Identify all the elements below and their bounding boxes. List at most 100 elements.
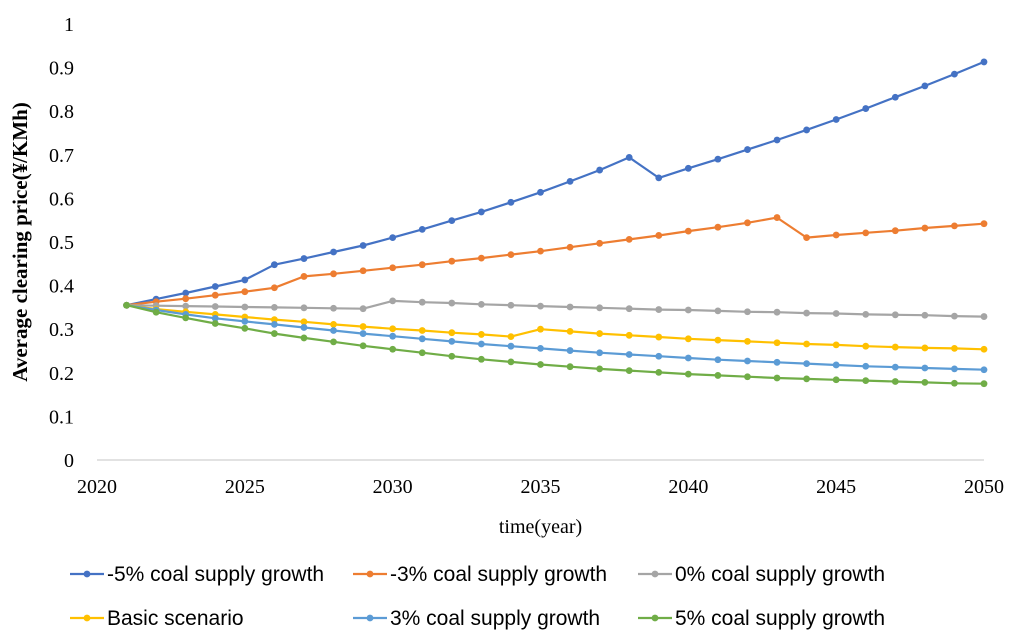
data-point bbox=[211, 314, 219, 322]
y-tick-label: 0.3 bbox=[49, 319, 74, 341]
data-point bbox=[477, 355, 485, 363]
data-point bbox=[566, 363, 574, 371]
y-axis-ticks: 0 0.1 0.2 0.3 0.4 0.5 0.6 0.7 0.8 0.9 1 bbox=[49, 14, 74, 472]
legend-item: 5% coal supply growth bbox=[638, 607, 885, 630]
data-point bbox=[389, 332, 397, 340]
data-point bbox=[773, 339, 781, 347]
series-line bbox=[126, 216, 985, 307]
data-point bbox=[921, 311, 929, 319]
data-point bbox=[418, 298, 426, 306]
data-point bbox=[389, 234, 397, 242]
data-point bbox=[714, 307, 722, 315]
data-point bbox=[182, 295, 190, 303]
legend-item: -3% coal supply growth bbox=[353, 563, 607, 586]
data-point bbox=[389, 297, 397, 305]
legend-swatch-marker bbox=[651, 570, 659, 578]
data-point bbox=[448, 352, 456, 360]
data-point bbox=[389, 345, 397, 353]
data-point bbox=[684, 164, 692, 172]
data-point bbox=[596, 166, 604, 174]
y-axis-title: Average clearing price(¥/KMh) bbox=[8, 102, 32, 382]
data-point bbox=[418, 349, 426, 357]
data-point bbox=[596, 365, 604, 373]
data-point bbox=[330, 248, 337, 256]
y-tick-label: 0.2 bbox=[49, 363, 74, 385]
legend-item: Basic scenario bbox=[70, 607, 244, 630]
data-point bbox=[832, 361, 840, 369]
x-axis-ticks: 2020 2025 2030 2035 2040 2045 2050 bbox=[77, 476, 1004, 498]
data-point bbox=[211, 303, 219, 310]
data-point bbox=[211, 320, 219, 327]
series-6 bbox=[123, 301, 988, 388]
x-tick-label: 2045 bbox=[816, 476, 856, 498]
data-point bbox=[803, 340, 810, 348]
data-point bbox=[951, 222, 958, 230]
data-point bbox=[300, 304, 308, 312]
data-point bbox=[862, 310, 870, 318]
legend-item: 0% coal supply growth bbox=[638, 563, 885, 586]
data-point bbox=[891, 378, 899, 385]
data-point bbox=[537, 344, 544, 352]
data-point bbox=[537, 247, 544, 255]
data-point bbox=[655, 174, 663, 182]
data-point bbox=[477, 331, 485, 338]
data-point bbox=[448, 257, 456, 265]
data-point bbox=[271, 304, 278, 311]
data-point bbox=[477, 254, 485, 262]
data-point bbox=[773, 374, 781, 382]
data-point bbox=[241, 303, 249, 311]
legend-swatch-marker bbox=[366, 614, 374, 622]
data-point bbox=[803, 360, 810, 368]
data-point bbox=[507, 342, 515, 350]
data-point bbox=[566, 347, 574, 354]
x-axis-title: time(year) bbox=[499, 516, 582, 538]
data-point bbox=[625, 154, 633, 161]
data-point bbox=[359, 342, 367, 350]
data-point bbox=[921, 378, 929, 386]
data-point bbox=[300, 318, 308, 326]
data-point bbox=[448, 338, 456, 345]
legend-swatch-marker bbox=[366, 570, 374, 578]
data-point bbox=[389, 325, 397, 333]
data-point bbox=[300, 334, 308, 342]
data-point bbox=[744, 338, 751, 345]
data-point bbox=[566, 177, 574, 185]
data-point bbox=[537, 188, 544, 196]
data-point bbox=[891, 363, 899, 371]
series-3 bbox=[123, 297, 988, 320]
data-point bbox=[951, 312, 958, 320]
data-point bbox=[507, 251, 515, 259]
data-point bbox=[980, 58, 988, 66]
data-point bbox=[921, 82, 929, 90]
data-point bbox=[389, 264, 397, 272]
data-point bbox=[300, 255, 308, 262]
legend-label: -3% coal supply growth bbox=[390, 563, 607, 586]
legend: -5% coal supply growth -3% coal supply gr… bbox=[70, 563, 885, 630]
data-point bbox=[714, 223, 722, 231]
data-point bbox=[744, 146, 751, 153]
data-point bbox=[921, 224, 929, 232]
data-point bbox=[300, 324, 308, 331]
data-point bbox=[359, 242, 367, 249]
data-point bbox=[271, 321, 278, 328]
data-point bbox=[330, 327, 337, 334]
data-point bbox=[271, 261, 278, 269]
data-point bbox=[241, 317, 249, 325]
legend-swatch-marker bbox=[83, 570, 91, 578]
data-point bbox=[123, 301, 130, 309]
data-point bbox=[418, 335, 426, 343]
data-point bbox=[980, 380, 988, 388]
data-point bbox=[980, 220, 988, 228]
data-point bbox=[211, 291, 219, 299]
data-point bbox=[891, 93, 899, 101]
y-tick-label: 0.9 bbox=[49, 58, 74, 80]
data-point bbox=[537, 325, 544, 333]
data-point bbox=[832, 231, 840, 239]
data-point bbox=[330, 321, 337, 328]
data-point bbox=[359, 305, 367, 313]
data-point bbox=[655, 352, 663, 360]
x-tick-label: 2040 bbox=[668, 476, 708, 498]
data-point bbox=[773, 214, 781, 221]
data-point bbox=[182, 302, 190, 310]
